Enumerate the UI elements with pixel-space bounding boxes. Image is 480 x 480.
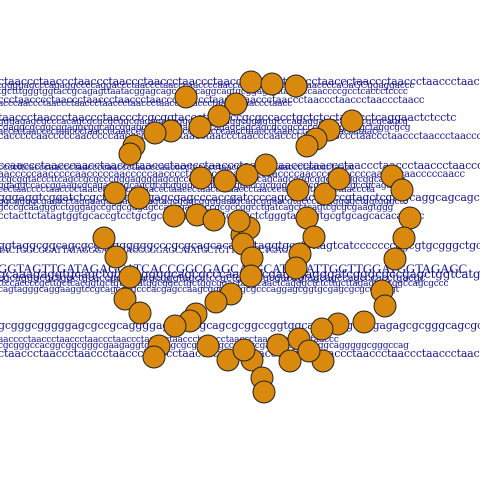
orange-circle-marker — [284, 74, 308, 98]
sequence-line: acccaaccctaaccctaaccctaaccctaaccctaaccct… — [0, 99, 293, 109]
orange-circle-marker — [260, 72, 284, 96]
orange-circle-marker — [327, 167, 351, 191]
sequence-line: ccctaacccctaacccctaaccctaacccctaaccctaac… — [0, 185, 375, 195]
orange-circle-marker — [310, 317, 334, 341]
orange-circle-marker — [113, 287, 137, 311]
orange-circle-marker — [297, 339, 321, 363]
orange-circle-marker — [196, 334, 220, 358]
sequence-line: tggggagcccagaggccccaggaccctaaccctaacccaa… — [0, 81, 415, 91]
orange-circle-marker — [127, 186, 151, 210]
orange-circle-marker — [224, 92, 248, 116]
orange-circle-marker — [204, 290, 228, 314]
orange-circle-marker — [103, 181, 127, 205]
orange-circle-marker — [118, 265, 142, 289]
orange-circle-marker — [207, 104, 231, 128]
orange-circle-marker — [142, 345, 166, 369]
orange-circle-marker — [227, 209, 251, 233]
orange-circle-marker — [239, 264, 263, 288]
orange-circle-marker — [373, 294, 397, 318]
sequence-line: cacccccaacccccaacccccaacccccaaccctaaccta… — [0, 131, 480, 142]
orange-circle-marker — [313, 182, 337, 206]
orange-circle-marker — [163, 314, 187, 338]
orange-circle-marker — [118, 142, 142, 166]
orange-circle-marker — [128, 301, 152, 325]
orange-circle-marker — [232, 338, 256, 362]
sequence-line: ggcggggcgagtcctaggaagaggacccgagtagcgggcg… — [0, 197, 408, 207]
orange-circle-marker — [278, 349, 302, 373]
sequence-line: aacccctaaccctaaccctaaccctaaccctaaccctaac… — [0, 335, 339, 345]
orange-circle-marker — [302, 225, 326, 249]
sequence-line: tgctttgggtggtaccgcagagttaatacggagcagcgtc… — [0, 87, 408, 97]
sequence-line: cgcagggcgctggctgcaccgctcggcgcgggtagcctcc… — [0, 273, 426, 284]
orange-circle-marker — [189, 166, 213, 190]
sequence-line: ccccttcacccaaccctaaccccaaccctaacccaacccc… — [0, 163, 355, 173]
orange-circle-marker — [252, 380, 276, 404]
orange-circle-marker — [254, 153, 278, 177]
orange-circle-marker — [266, 333, 290, 357]
orange-circle-marker — [284, 256, 308, 280]
orange-circle-marker — [398, 206, 422, 230]
orange-circle-marker — [174, 85, 198, 109]
orange-circle-marker — [104, 245, 128, 269]
orange-circle-marker — [162, 204, 186, 228]
sequence-line: ttccaccccgcttgctcacggtgctgtgccatggcggcct… — [0, 279, 449, 289]
sequence-line: ccaaccctaacccaacctaaccctaaccctaaccctaacc… — [0, 159, 480, 172]
orange-circle-marker — [213, 169, 237, 193]
sequence-line: TACTGGCGGATTATAGGGAAACACCCGGAGCATATGCTGT… — [0, 245, 294, 255]
orange-circle-marker — [188, 115, 212, 139]
orange-circle-marker — [340, 109, 364, 133]
orange-circle-marker — [383, 247, 407, 271]
orange-circle-marker — [235, 163, 259, 187]
orange-circle-marker — [390, 178, 414, 202]
orange-circle-marker — [239, 70, 263, 94]
sequence-line: ccctaacccctaaccctaaccctaaccctaaccctaaccc… — [0, 95, 425, 106]
orange-circle-marker — [92, 226, 116, 250]
orange-circle-marker — [352, 310, 376, 334]
orange-circle-marker — [286, 178, 310, 202]
sequence-line: gggaggtcggatctcgcttggtcaggagcgagcccaccga… — [0, 191, 480, 204]
orange-circle-marker — [392, 226, 416, 250]
orange-circle-marker — [143, 121, 167, 145]
orange-circle-marker — [202, 208, 226, 232]
orange-circle-marker — [295, 134, 319, 158]
sequence-line: gcgggcgggggagcgccgcaggggagaggctgcagcgcgg… — [0, 319, 480, 332]
sequence-line: cagtagggcaggaaggtccgcagccggcccacgagccaag… — [0, 285, 399, 295]
